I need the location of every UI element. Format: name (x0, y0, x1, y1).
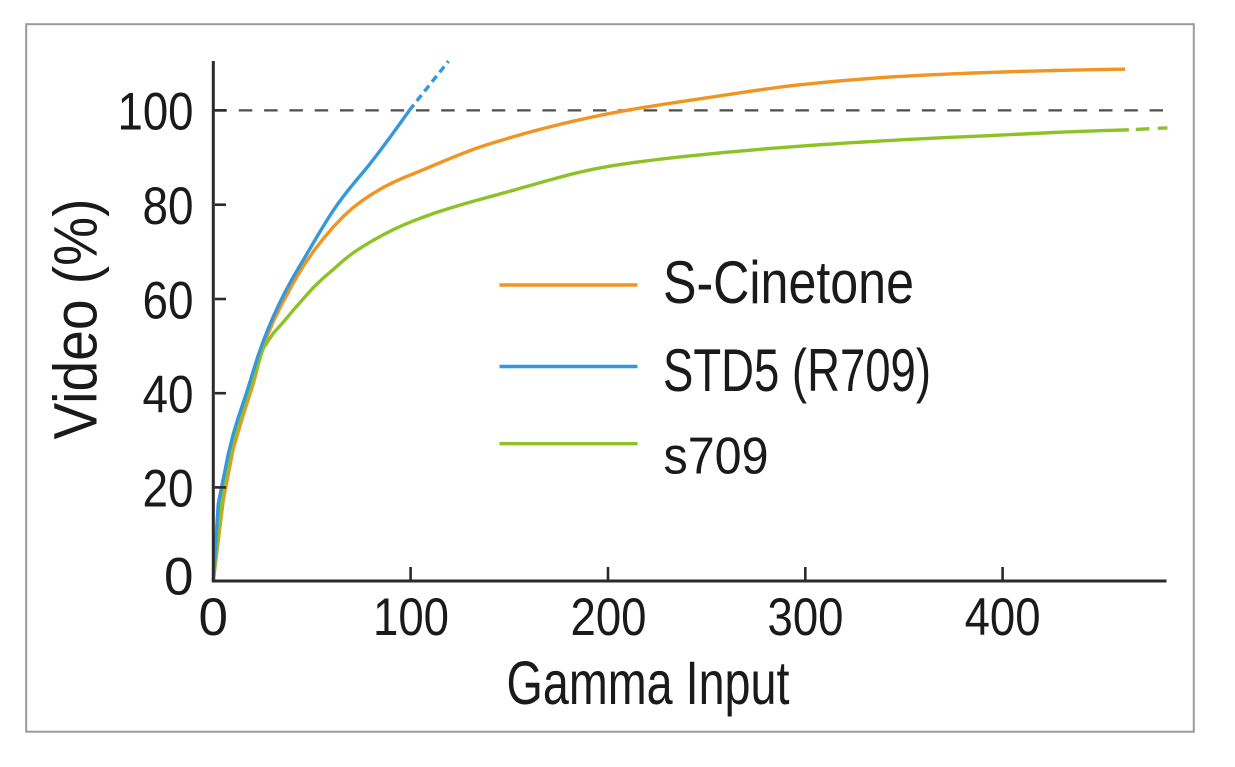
svg-text:40: 40 (143, 366, 194, 425)
svg-text:STD5 (R709): STD5 (R709) (663, 337, 931, 404)
svg-text:60: 60 (143, 271, 194, 330)
svg-text:200: 200 (571, 588, 647, 647)
svg-text:300: 300 (768, 588, 844, 647)
svg-text:100: 100 (373, 588, 449, 647)
svg-text:400: 400 (965, 588, 1041, 647)
svg-text:s709: s709 (664, 428, 769, 486)
svg-text:Video (%): Video (%) (42, 199, 110, 440)
svg-text:0: 0 (199, 588, 228, 647)
svg-text:100: 100 (118, 82, 194, 141)
svg-text:Gamma Input: Gamma Input (507, 649, 790, 717)
svg-text:80: 80 (143, 177, 194, 236)
svg-text:0: 0 (164, 548, 193, 607)
svg-text:20: 20 (143, 460, 194, 519)
svg-text:S-Cinetone: S-Cinetone (663, 249, 914, 316)
